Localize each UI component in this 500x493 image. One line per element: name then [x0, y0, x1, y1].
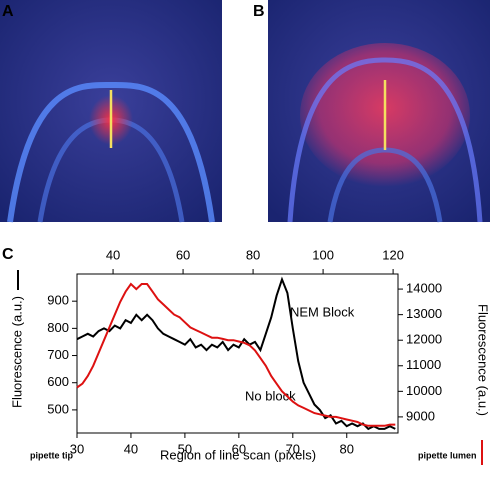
- x-tick-label: 70: [286, 441, 300, 456]
- x2-tick-label: 120: [382, 247, 404, 262]
- y2-tick-label: 9000: [406, 408, 435, 423]
- image-a: [0, 0, 222, 223]
- panel-label: C: [2, 246, 14, 263]
- series-line: [76, 276, 396, 431]
- y2-tick-label: 10000: [406, 383, 442, 398]
- x-axis-label: Region of line scan (pixels): [160, 447, 316, 462]
- x2-tick-label: 40: [106, 247, 120, 262]
- x-tick-label: 30: [70, 441, 84, 456]
- y2-tick-label: 11000: [406, 357, 441, 372]
- y-tick-label: 900: [47, 293, 69, 308]
- y-tick-label: 700: [47, 347, 69, 362]
- y2-axis-label: Fluorescence (a.u.): [476, 304, 491, 416]
- y2-tick-label: 14000: [406, 281, 442, 296]
- y-tick-label: 800: [47, 320, 69, 335]
- series-line: [76, 282, 396, 427]
- series-label: No block: [245, 388, 296, 403]
- x-tick-label: 50: [178, 441, 192, 456]
- annotation: pipette tip: [30, 450, 73, 460]
- y-axis-label: Fluorescence (a.u.): [9, 296, 24, 408]
- y2-tick-label: 12000: [406, 332, 442, 347]
- y-tick-label: 600: [47, 374, 69, 389]
- x-tick-label: 80: [340, 441, 354, 456]
- y2-tick-label: 13000: [406, 306, 442, 321]
- x2-tick-label: 60: [176, 247, 190, 262]
- y-tick-label: 500: [47, 401, 69, 416]
- image-b: [268, 0, 490, 223]
- x-tick-label: 60: [232, 441, 246, 456]
- x2-tick-label: 80: [246, 247, 260, 262]
- panel-label: A: [2, 3, 14, 20]
- panel-label: B: [253, 3, 265, 20]
- x-tick-label: 40: [124, 441, 138, 456]
- x2-tick-label: 100: [312, 247, 334, 262]
- annotation: pipette lumen: [418, 450, 477, 460]
- series-label: NEM Block: [290, 304, 355, 319]
- plot-frame: [76, 273, 399, 434]
